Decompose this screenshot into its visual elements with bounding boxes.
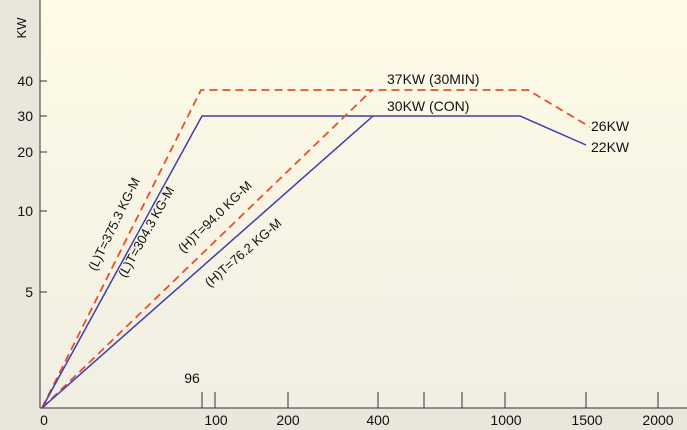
y-tick-label: 20 bbox=[17, 144, 33, 160]
x-marker-label: 96 bbox=[184, 370, 200, 386]
annotation-30kw: 30KW (CON) bbox=[387, 98, 469, 114]
x-tick-label: 400 bbox=[366, 412, 390, 428]
y-tick-label: 30 bbox=[17, 108, 33, 124]
x-ticks: 0 100 200 400 1000 1500 2000 96 bbox=[40, 370, 674, 428]
plot-area bbox=[40, 0, 687, 408]
series-line-l-dashed bbox=[41, 89, 591, 409]
x-tick-label: 1000 bbox=[490, 412, 521, 428]
x-tick-label: 2000 bbox=[642, 412, 673, 428]
series-line-h-dashed bbox=[41, 89, 373, 409]
y-axis-label: KW bbox=[14, 17, 29, 39]
x-tick-label: 200 bbox=[276, 412, 300, 428]
annotation-37kw: 37KW (30MIN) bbox=[387, 71, 480, 87]
annotation-26kw: 26KW bbox=[591, 118, 630, 134]
x-tick-label: 0 bbox=[40, 412, 48, 428]
y-tick-label: 5 bbox=[25, 284, 33, 300]
y-tick-label: 40 bbox=[17, 73, 33, 89]
series-line-l-solid bbox=[41, 115, 587, 409]
series-line-h-solid bbox=[41, 115, 374, 409]
y-ticks: 40 30 20 10 5 bbox=[17, 73, 47, 300]
annotation-22kw: 22KW bbox=[591, 139, 630, 155]
x-tick-label: 100 bbox=[204, 412, 228, 428]
x-tick-label: 1500 bbox=[571, 412, 602, 428]
y-tick-label: 10 bbox=[17, 203, 33, 219]
